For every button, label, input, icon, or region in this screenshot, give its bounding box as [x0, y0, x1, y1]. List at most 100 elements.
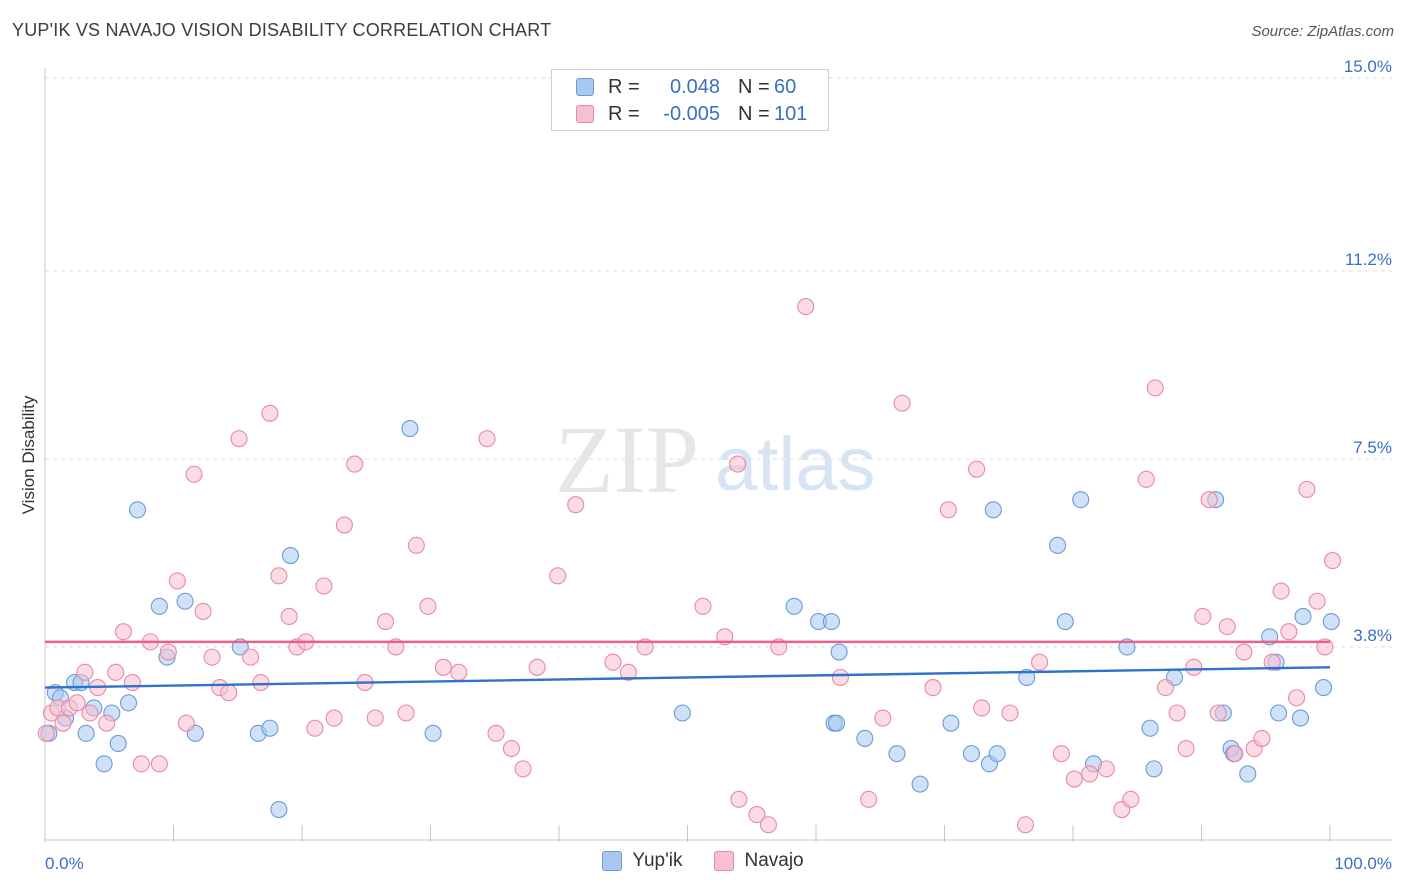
navajo-point	[54, 714, 72, 732]
navajo-point	[366, 709, 384, 727]
yupik-point	[822, 613, 840, 631]
navajo-point	[98, 714, 116, 732]
navajo-point	[159, 643, 177, 661]
legend-label-yupik: Yup'ik	[632, 850, 683, 871]
y-tick-label: 15.0%	[1344, 57, 1392, 76]
navajo-point	[76, 663, 94, 681]
navajo-point	[1156, 679, 1175, 697]
yupik-point	[119, 694, 138, 712]
yupik-point	[1056, 613, 1074, 631]
yupik-point	[828, 714, 846, 732]
navajo-point	[1097, 760, 1115, 778]
navajo-point	[1177, 740, 1195, 758]
navajo-point	[1288, 689, 1306, 707]
yupik-point	[673, 704, 691, 722]
navajo-point	[619, 663, 637, 681]
navajo-point	[114, 623, 132, 641]
navajo-point	[306, 719, 324, 737]
yupik-point	[1072, 491, 1090, 509]
yupik-point	[1315, 679, 1333, 697]
y-tick-label: 11.2%	[1345, 250, 1392, 269]
r-label: R =	[608, 102, 640, 125]
navajo-point	[893, 394, 911, 412]
navajo-point	[270, 567, 288, 585]
n-label: N =	[738, 102, 770, 125]
yupik-point	[1018, 668, 1036, 686]
navajo-point	[797, 298, 815, 316]
yupik-point	[424, 724, 442, 742]
trend-lines	[44, 640, 1331, 689]
navajo-point	[528, 658, 546, 676]
navajo-point	[168, 572, 186, 590]
navajo-point	[1146, 379, 1164, 397]
legend-item-navajo[interactable]: Navajo	[714, 850, 804, 872]
yupik-swatch	[576, 78, 594, 96]
navajo-point	[407, 536, 425, 554]
navajo-point	[346, 455, 364, 473]
navajo-point	[1308, 592, 1326, 610]
stats-row-yupik: R = 0.048 N = 60	[576, 75, 796, 99]
navajo-point	[549, 567, 567, 585]
x-tick-label: 100.0%	[1334, 854, 1392, 873]
legend-item-yupik[interactable]: Yup'ik	[602, 850, 682, 872]
yupik-point	[1145, 760, 1163, 778]
navajo-point	[335, 516, 353, 534]
navajo-point	[1081, 765, 1099, 783]
yupik-point	[1294, 607, 1312, 626]
navajo-point	[604, 653, 622, 671]
yupik-point	[911, 775, 929, 793]
navajo-point	[1031, 653, 1049, 671]
navajo-point	[939, 501, 957, 519]
navajo-point	[1001, 704, 1019, 722]
navajo-point	[280, 607, 298, 626]
navajo-point	[220, 684, 238, 702]
navajo-point	[123, 673, 141, 692]
yupik-point	[830, 643, 848, 661]
navajo-point	[1122, 790, 1140, 808]
yupik-point	[95, 755, 113, 773]
navajo-legend-swatch	[714, 851, 735, 871]
yupik-point	[176, 592, 194, 610]
grid-lines	[45, 77, 1392, 648]
yupik-point	[1322, 613, 1340, 631]
yupik-point	[988, 745, 1006, 763]
yupik-point	[785, 597, 803, 615]
yupik-point	[109, 734, 127, 753]
navajo-point	[1226, 745, 1244, 763]
stats-row-navajo: R = -0.005 N = 101	[576, 102, 807, 126]
navajo-point	[132, 755, 150, 773]
navajo-point	[968, 460, 986, 478]
r-value: -0.005	[663, 102, 720, 125]
y-tick-label: 7.5%	[1353, 438, 1392, 457]
navajo-point	[1324, 552, 1342, 570]
navajo-point	[1263, 653, 1281, 671]
n-label: N =	[738, 75, 770, 98]
navajo-point	[194, 602, 212, 620]
yupik-point	[270, 800, 288, 819]
navajo-point	[261, 404, 279, 422]
yupik-point	[1141, 719, 1159, 737]
series-legend: Yup'ik Navajo	[0, 850, 1406, 872]
navajo-point	[185, 465, 203, 483]
navajo-point	[973, 699, 991, 717]
navajo-point	[315, 577, 333, 595]
yupik-point	[984, 501, 1002, 519]
legend-label-navajo: Navajo	[744, 850, 804, 871]
yupik-point	[888, 745, 906, 763]
navajo-point	[1065, 770, 1083, 788]
navajo-point	[177, 714, 195, 732]
yupik-point	[401, 419, 419, 438]
navajo-swatch	[576, 105, 594, 123]
navajo-point	[748, 806, 766, 824]
navajo-point	[37, 724, 55, 742]
navajo-point	[68, 694, 86, 712]
yupik-point	[942, 714, 960, 732]
watermark: ZIP atlas	[555, 406, 876, 513]
navajo-point	[376, 613, 395, 631]
watermark-zip: ZIP	[555, 406, 699, 513]
navajo-point	[81, 704, 99, 722]
navajo-point	[478, 430, 496, 448]
navajo-point	[1235, 643, 1253, 661]
x-tick-label: 0.0%	[45, 854, 84, 873]
